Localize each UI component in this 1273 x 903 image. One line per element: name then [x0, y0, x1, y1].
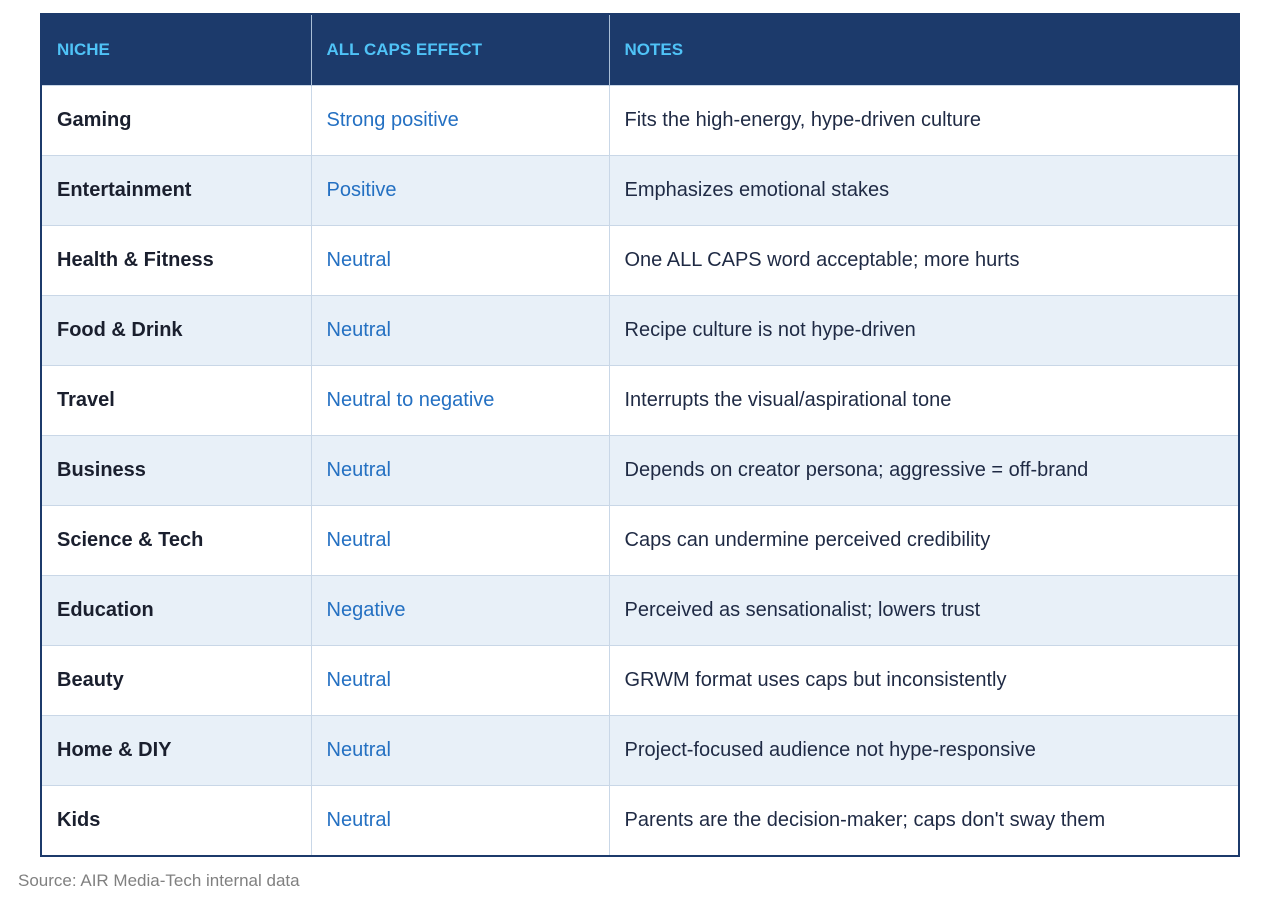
- table-row: Business Neutral Depends on creator pers…: [42, 434, 1238, 505]
- effect-cell: Neutral: [310, 504, 609, 575]
- source-note: Source: AIR Media-Tech internal data: [18, 871, 300, 890]
- table-row: Beauty Neutral GRWM format uses caps but…: [42, 644, 1238, 715]
- niche-caps-table: NICHE ALL CAPS EFFECT NOTES Gaming Stron…: [40, 13, 1240, 857]
- notes-cell: Caps can undermine perceived credibility: [608, 504, 1238, 575]
- table-body: Gaming Strong positive Fits the high-ene…: [42, 84, 1238, 855]
- notes-cell: Perceived as sensationalist; lowers trus…: [608, 574, 1238, 645]
- notes-cell: Interrupts the visual/aspirational tone: [608, 364, 1238, 435]
- niche-cell: Education: [42, 574, 311, 645]
- table-row: Science & Tech Neutral Caps can undermin…: [42, 504, 1238, 575]
- niche-cell: Business: [42, 434, 311, 505]
- effect-cell: Neutral: [310, 224, 609, 295]
- niche-cell: Beauty: [42, 644, 311, 715]
- header-all-caps-effect: ALL CAPS EFFECT: [310, 15, 609, 85]
- notes-cell: Parents are the decision-maker; caps don…: [608, 784, 1238, 855]
- niche-cell: Food & Drink: [42, 294, 311, 365]
- table-row: Food & Drink Neutral Recipe culture is n…: [42, 294, 1238, 365]
- niche-cell: Gaming: [42, 84, 311, 155]
- effect-cell: Strong positive: [310, 84, 609, 155]
- table-row: Kids Neutral Parents are the decision-ma…: [42, 784, 1238, 855]
- notes-cell: Depends on creator persona; aggressive =…: [608, 434, 1238, 505]
- notes-cell: Recipe culture is not hype-driven: [608, 294, 1238, 365]
- effect-cell: Neutral to negative: [310, 364, 609, 435]
- header-notes: NOTES: [608, 15, 1238, 85]
- effect-cell: Neutral: [310, 294, 609, 365]
- effect-cell: Neutral: [310, 644, 609, 715]
- niche-cell: Kids: [42, 784, 311, 855]
- niche-cell: Science & Tech: [42, 504, 311, 575]
- niche-cell: Travel: [42, 364, 311, 435]
- table-row: Home & DIY Neutral Project-focused audie…: [42, 714, 1238, 785]
- table-row: Gaming Strong positive Fits the high-ene…: [42, 84, 1238, 155]
- table-row: Health & Fitness Neutral One ALL CAPS wo…: [42, 224, 1238, 295]
- effect-cell: Negative: [310, 574, 609, 645]
- effect-cell: Neutral: [310, 784, 609, 855]
- table-row: Entertainment Positive Emphasizes emotio…: [42, 154, 1238, 225]
- notes-cell: GRWM format uses caps but inconsistently: [608, 644, 1238, 715]
- niche-cell: Health & Fitness: [42, 224, 311, 295]
- effect-cell: Neutral: [310, 434, 609, 505]
- table-row: Travel Neutral to negative Interrupts th…: [42, 364, 1238, 435]
- header-row: NICHE ALL CAPS EFFECT NOTES: [42, 15, 1238, 85]
- table-row: Education Negative Perceived as sensatio…: [42, 574, 1238, 645]
- table-header: NICHE ALL CAPS EFFECT NOTES: [42, 15, 1238, 85]
- niche-cell: Home & DIY: [42, 714, 311, 785]
- data-table: NICHE ALL CAPS EFFECT NOTES Gaming Stron…: [42, 15, 1238, 855]
- notes-cell: Fits the high-energy, hype-driven cultur…: [608, 84, 1238, 155]
- effect-cell: Positive: [310, 154, 609, 225]
- niche-cell: Entertainment: [42, 154, 311, 225]
- notes-cell: One ALL CAPS word acceptable; more hurts: [608, 224, 1238, 295]
- notes-cell: Project-focused audience not hype-respon…: [608, 714, 1238, 785]
- header-niche: NICHE: [57, 39, 110, 59]
- effect-cell: Neutral: [310, 714, 609, 785]
- notes-cell: Emphasizes emotional stakes: [608, 154, 1238, 225]
